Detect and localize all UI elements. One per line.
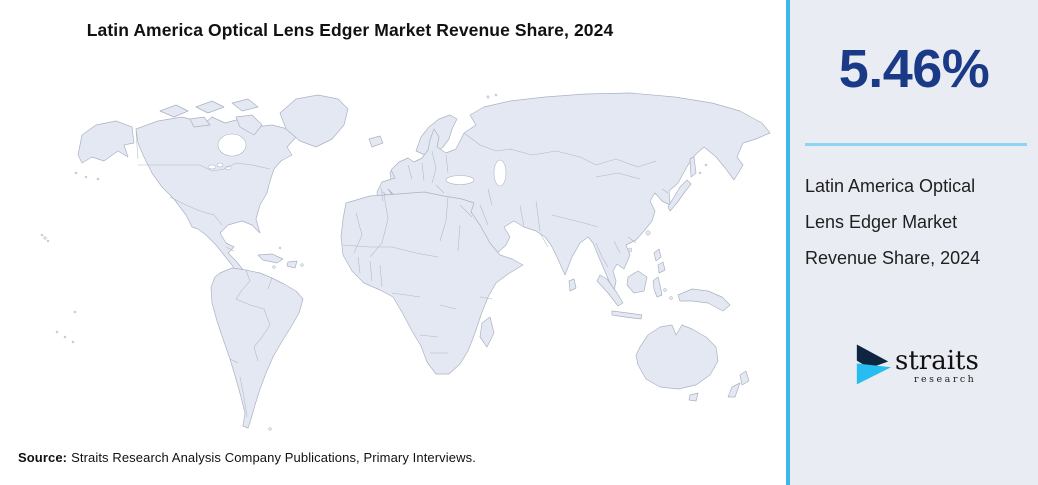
stat-description-line: Lens Edger Market xyxy=(805,212,958,232)
country-borders xyxy=(135,130,669,418)
stat-description-line: Revenue Share, 2024 xyxy=(805,248,981,268)
inland-water xyxy=(207,133,507,187)
continents xyxy=(40,92,771,431)
logo-brand-text: straits xyxy=(895,346,979,376)
chart-title: Latin America Optical Lens Edger Market … xyxy=(86,20,614,40)
logo-tagline-text: research xyxy=(914,374,977,385)
straits-logo-icon xyxy=(856,344,892,385)
source-label: Source: xyxy=(18,450,68,465)
straits-research-logo: straits research xyxy=(854,340,979,385)
stat-description: Latin America Optical Lens Edger Market … xyxy=(805,168,1028,276)
source-text: Straits Research Analysis Company Public… xyxy=(71,450,476,465)
stat-divider xyxy=(805,143,1027,146)
world-map xyxy=(40,92,771,431)
stat-panel: 5.46% Latin America Optical Lens Edger M… xyxy=(790,0,1038,485)
panel-accent-bar xyxy=(786,0,790,485)
stat-value: 5.46% xyxy=(838,39,990,99)
logo-text: straits research xyxy=(895,340,979,385)
stat-description-line: Latin America Optical xyxy=(805,176,976,196)
source-note: Source: Straits Research Analysis Company… xyxy=(18,450,476,465)
map-zone: Latin America Optical Lens Edger Market … xyxy=(18,20,771,465)
